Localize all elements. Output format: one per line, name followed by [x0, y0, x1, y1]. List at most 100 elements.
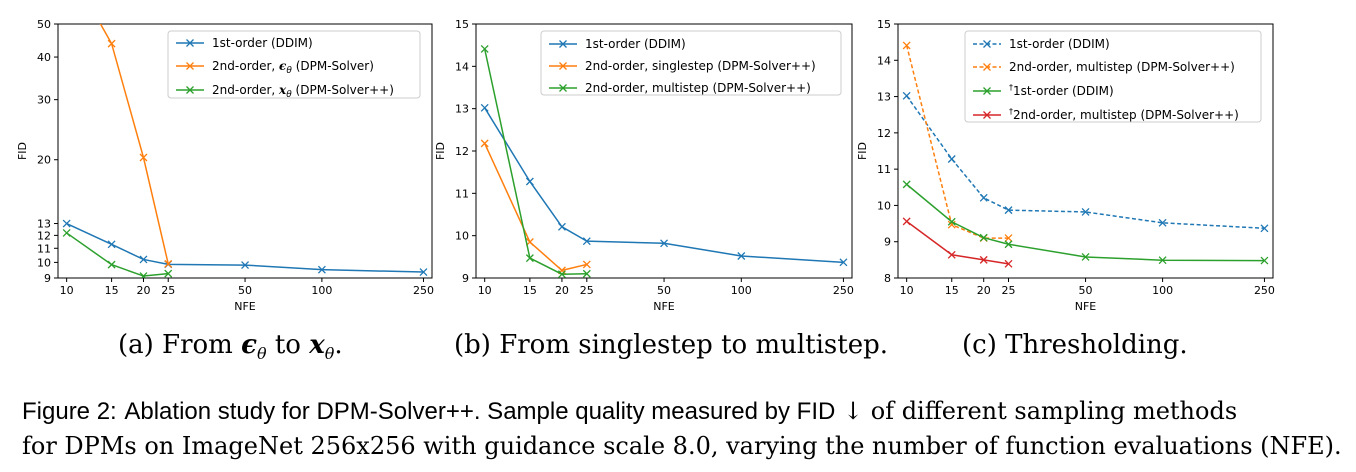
data-point-marker — [1260, 256, 1269, 265]
data-point-marker — [947, 155, 956, 163]
y-tick-label: 14 — [455, 60, 469, 73]
y-tick-label: 11 — [455, 187, 469, 200]
data-point-marker — [557, 222, 566, 231]
caption-c: (c) Thresholding. — [962, 330, 1188, 360]
data-point-marker — [902, 180, 911, 189]
x-tick-label: 20 — [555, 284, 569, 297]
y-tick-label: 12 — [455, 145, 469, 158]
y-tick-label: 13 — [37, 218, 51, 231]
legend-label: 2nd-order, multistep (DPM-Solver++) — [1009, 60, 1235, 74]
y-tick-label: 12 — [877, 127, 891, 140]
y-tick-label: 8 — [884, 272, 891, 285]
x-tick-label: 250 — [1254, 284, 1275, 297]
data-point-marker — [107, 260, 116, 269]
x-tick-label: 15 — [105, 284, 119, 297]
x-axis-label: NFE — [653, 300, 675, 313]
data-point-marker — [107, 39, 116, 48]
data-point-marker — [139, 153, 148, 162]
legend-box — [540, 30, 842, 96]
series-line — [66, 232, 169, 277]
data-point-marker — [582, 260, 591, 269]
data-point-marker — [164, 269, 173, 278]
x-tick-label: 20 — [136, 284, 150, 297]
figure-caption-line1: Ablation study for DPM-Solver++. Sample … — [124, 398, 836, 425]
y-axis-label: FID — [16, 142, 29, 160]
x-axis-label: NFE — [1075, 300, 1097, 313]
data-point-marker — [480, 139, 489, 148]
y-tick-label: 11 — [37, 242, 51, 255]
data-point-marker — [1260, 224, 1269, 233]
x-tick-label: 10 — [60, 284, 74, 297]
data-point-marker — [107, 240, 116, 249]
chart-c: 10 15 20 25 50 100 250 8 9 10 11 12 13 14 15 NFE FID 1st-… — [856, 18, 1275, 313]
y-tick-label: 13 — [455, 103, 469, 116]
data-point-marker — [480, 45, 489, 53]
x-tick-label: 15 — [945, 284, 959, 297]
legend-label: 1st-order (DDIM) — [212, 36, 313, 50]
legend-box — [167, 30, 421, 99]
data-point-marker — [525, 177, 534, 186]
series-line — [483, 48, 587, 275]
data-point-marker — [979, 193, 988, 202]
data-point-marker — [419, 268, 428, 276]
legend-marker — [559, 40, 567, 48]
legend-label: 2nd-order, xθ (DPM-Solver++) — [212, 83, 394, 100]
legend-label: 1st-order (DDIM) — [585, 37, 686, 51]
data-point-marker — [139, 255, 148, 264]
data-point-marker — [241, 261, 250, 270]
y-tick-label: 30 — [37, 94, 51, 107]
figure-caption-line1-end: of different sampling methods — [870, 397, 1238, 425]
caption-b: (b) From singlestep to multistep. — [454, 330, 889, 360]
y-tick-label: 13 — [877, 91, 891, 104]
legend-marker — [983, 40, 991, 48]
x-tick-label: 15 — [523, 284, 537, 297]
figure-caption-line2: for DPMs on ImageNet 256x256 with guidan… — [22, 432, 1342, 460]
y-tick-label: 9 — [462, 272, 469, 285]
x-tick-label: 50 — [238, 284, 252, 297]
data-point-marker — [164, 259, 173, 268]
chart-b: 10 15 20 25 50 100 250 9 10 11 12 13 14 15 NFE FID 1st-o… — [434, 18, 854, 313]
y-tick-label: 15 — [877, 18, 891, 31]
series-line — [484, 143, 587, 272]
legend-label: 1st-order (DDIM) — [1009, 37, 1110, 51]
y-tick-label: 15 — [455, 18, 469, 31]
data-point-marker — [1004, 240, 1013, 249]
chart-a: 10 15 20 25 50 100 25091011121320304050NFEFID1… — [16, 18, 434, 313]
series-line — [99, 24, 169, 265]
data-point-marker — [62, 228, 71, 237]
series-line — [906, 183, 1265, 262]
data-point-marker — [1004, 234, 1013, 243]
legend-marker — [559, 84, 567, 92]
data-point-marker — [660, 239, 669, 248]
caption-a: (a) From ϵθ to xθ. — [118, 330, 343, 364]
y-tick-label: 9 — [44, 272, 51, 285]
data-point-marker — [1004, 259, 1013, 268]
y-axis-label: FID — [434, 142, 447, 160]
x-tick-label: 250 — [413, 284, 434, 297]
data-point-marker — [1081, 252, 1090, 261]
data-point-marker — [839, 258, 848, 267]
y-tick-label: 40 — [37, 51, 51, 64]
legend-marker — [186, 86, 194, 94]
legend-label: †1st-order (DDIM) — [1009, 83, 1114, 98]
legend-marker — [983, 87, 991, 95]
x-tick-label: 100 — [311, 284, 332, 297]
data-point-marker — [480, 103, 489, 112]
y-tick-label: 12 — [37, 229, 51, 242]
data-point-marker — [62, 219, 71, 228]
y-tick-label: 10 — [877, 199, 891, 212]
data-point-marker — [139, 272, 148, 278]
legend-marker — [186, 62, 194, 70]
y-tick-label: 50 — [37, 18, 51, 31]
legend-marker — [983, 63, 991, 71]
data-point-marker — [525, 254, 534, 263]
figure-tag: Figure 2: — [22, 398, 117, 425]
x-axis-label: NFE — [234, 300, 256, 313]
legend-box — [964, 30, 1262, 123]
y-tick-label: 20 — [37, 154, 51, 167]
x-tick-label: 10 — [900, 284, 914, 297]
data-point-marker — [979, 255, 988, 264]
data-point-marker — [1004, 206, 1013, 215]
y-tick-label: 11 — [877, 163, 891, 176]
data-point-marker — [1158, 218, 1167, 227]
